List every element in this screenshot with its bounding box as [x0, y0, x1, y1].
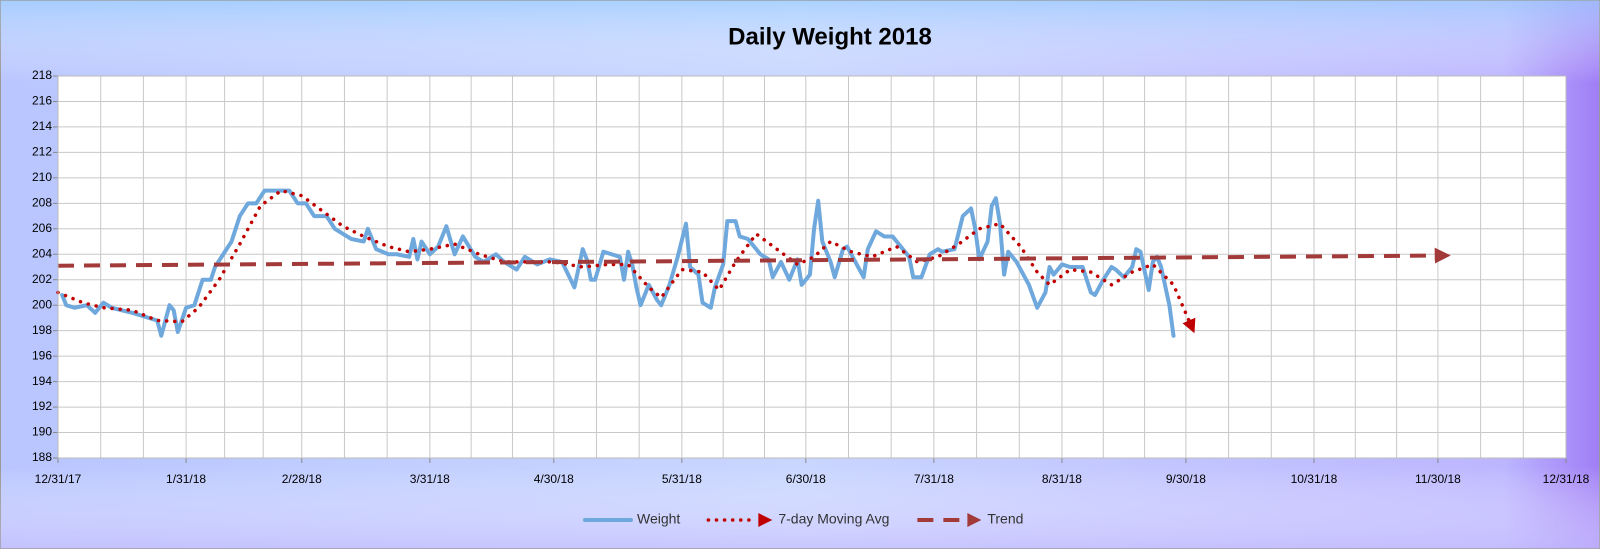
x-tick-label: 9/30/18	[1166, 472, 1206, 486]
x-tick-label: 2/28/18	[282, 472, 322, 486]
y-tick-label: 204	[32, 246, 52, 260]
series-line	[60, 188, 1176, 338]
x-tick-label: 11/30/18	[1415, 472, 1461, 486]
y-tick-label: 212	[32, 145, 52, 159]
y-tick-label: 188	[32, 450, 52, 464]
x-tick-label: 5/31/18	[662, 472, 702, 486]
y-tick-label: 192	[32, 399, 52, 413]
x-tick-label: 6/30/18	[786, 472, 826, 486]
y-tick-label: 214	[32, 119, 52, 133]
legend: Weight 7-day Moving Avg Trend	[583, 511, 1023, 527]
y-tick-label: 202	[32, 272, 52, 286]
series-lines	[56, 188, 1451, 338]
x-tick-label: 12/31/17	[35, 472, 82, 486]
y-tick-label: 196	[32, 348, 52, 362]
y-tick-label: 208	[32, 196, 52, 210]
x-tick-label: 3/31/18	[410, 472, 450, 486]
x-tick-label: 1/31/18	[166, 472, 206, 486]
legend-label: Weight	[637, 511, 680, 527]
legend-label: Trend	[987, 511, 1023, 527]
x-tick-label: 8/31/18	[1042, 472, 1082, 486]
x-tick-label: 10/31/18	[1291, 472, 1338, 486]
legend-arrow	[758, 513, 773, 527]
legend-label: 7-day Moving Avg	[778, 511, 889, 527]
y-tick-label: 206	[32, 221, 52, 235]
x-tick-label: 12/31/18	[1543, 472, 1590, 486]
y-tick-label: 216	[32, 94, 52, 108]
axes: 188 190 192 194 196 198 200 202 204 206 208 210 212 2…	[32, 68, 1590, 486]
y-tick-label: 218	[32, 68, 52, 82]
x-tick-label: 7/31/18	[914, 472, 954, 486]
legend-arrow	[967, 513, 982, 527]
x-tick-label: 4/30/18	[534, 472, 574, 486]
y-tick-label: 190	[32, 425, 52, 439]
chart-title: Daily Weight 2018	[728, 23, 932, 50]
y-tick-label: 198	[32, 323, 52, 337]
y-tick-label: 194	[32, 374, 52, 388]
y-tick-label: 200	[32, 297, 52, 311]
plot-border	[57, 75, 1567, 459]
y-tick-label: 210	[32, 170, 52, 184]
series-line	[57, 247, 1451, 268]
